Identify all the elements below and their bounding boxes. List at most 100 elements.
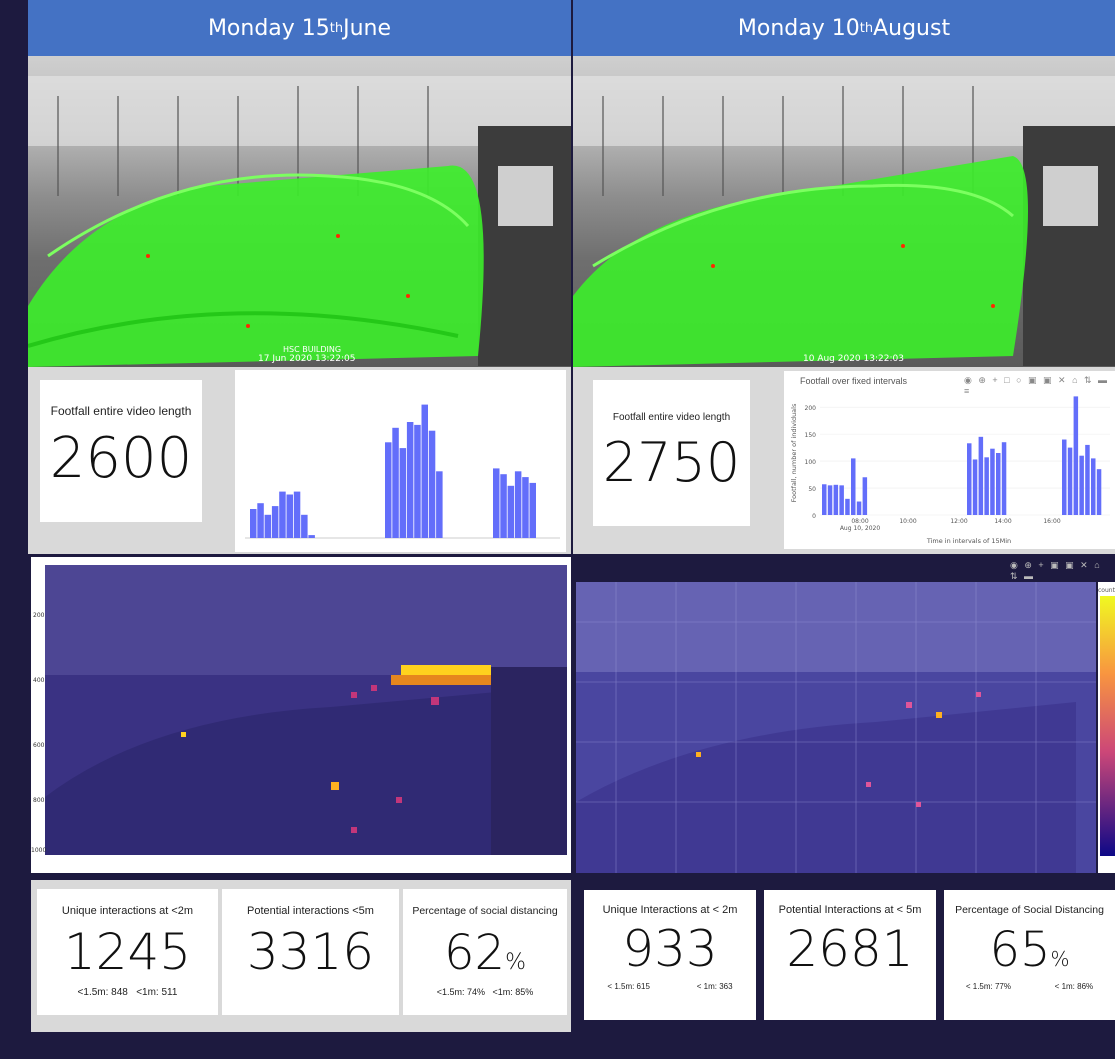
bar-left <box>279 491 286 538</box>
svg-text:600: 600 <box>33 742 45 749</box>
bar-left <box>286 494 293 538</box>
ytick: 150 <box>805 432 817 439</box>
ytick: 50 <box>808 486 816 493</box>
metric-label: Percentage of Social Distancing <box>955 904 1104 916</box>
metric-value: 3316 <box>246 923 375 981</box>
bar-left <box>493 468 500 538</box>
bar-right <box>833 484 839 515</box>
bar-right <box>862 477 868 515</box>
xtick: 12:00 <box>950 518 967 525</box>
bar-right <box>1085 444 1090 515</box>
heatmap-toolbar[interactable]: ◉ ⊕ + ▣ ▣ ✕ ⌂ ⇅ ▬ <box>1010 560 1102 581</box>
camera-trajectories-left: 17 Jun 2020 13:22:05 HSC BUILDING <box>28 56 571 367</box>
bar-right <box>996 453 1001 515</box>
ytick: 200 <box>805 405 817 412</box>
metric-card-unique-left: Unique interactions at <2m 1245 <1.5m: 8… <box>37 889 218 1015</box>
bar-right <box>856 501 862 515</box>
bar-right <box>1091 458 1096 515</box>
metric-value: 933 <box>622 920 718 978</box>
x-axis-label: Time in intervals of 15Min <box>926 537 1011 545</box>
metric-card-potential-right: Potential Interactions at < 5m 2681 <box>764 890 936 1020</box>
bar-left <box>392 427 399 538</box>
bar-right <box>822 484 827 515</box>
footfall-label-right: Footfall entire video length <box>612 412 731 423</box>
metric-card-unique-right: Unique Interactions at < 2m 933 < 1.5m: … <box>584 890 756 1020</box>
bar-right <box>1079 455 1084 515</box>
header-left-suffix: th <box>329 20 344 36</box>
bar-left <box>436 471 443 538</box>
bar-right <box>845 498 850 515</box>
bar-left <box>421 404 428 538</box>
bar-left <box>257 503 264 538</box>
metric-label: Unique Interactions at < 2m <box>602 904 738 916</box>
metric-card-percentage-left: Percentage of social distancing 62% <1.5… <box>403 889 567 1015</box>
bar-left <box>293 491 301 538</box>
metric-value: 65 <box>989 922 1051 978</box>
bar-right <box>839 485 844 515</box>
footfall-chart-left <box>235 370 566 552</box>
metric-label: Unique interactions at <2m <box>61 905 194 917</box>
bar-left <box>406 422 414 538</box>
colorbar-label: count <box>1098 587 1115 594</box>
bar-left <box>308 535 315 538</box>
cam-left-caption: HSC BUILDING <box>283 345 341 354</box>
header-right-day: Monday 10 <box>737 15 860 41</box>
svg-text:400: 400 <box>33 677 45 684</box>
heatmap-right: count <box>576 582 1115 873</box>
xtick: 08:00 <box>851 518 868 525</box>
metric-sub: <1.5m: 74% <1m: 85% <box>436 987 534 997</box>
bar-right <box>851 458 856 515</box>
xtick: 16:00 <box>1043 518 1060 525</box>
metric-card-percentage-right: Percentage of Social Distancing 65% < 1.… <box>944 890 1115 1020</box>
bar-left <box>514 471 522 538</box>
ytick: 100 <box>805 459 817 466</box>
bar-right <box>1067 447 1073 515</box>
footfall-bars-right: 200 150 100 50 0 08:00 10:00 12:00 14:00 16:00 Aug… <box>790 396 1110 545</box>
footfall-value-right: 2750 <box>602 431 741 494</box>
xtick: 10:00 <box>899 518 916 525</box>
bar-left <box>529 482 536 538</box>
bar-left <box>399 448 407 538</box>
metric-value: 1245 <box>63 923 192 981</box>
metric-sub: < 1m: 363 <box>696 982 733 991</box>
bar-right <box>1001 442 1007 515</box>
header-left-day: Monday 15 <box>207 15 330 41</box>
bar-left <box>385 442 392 538</box>
metric-label: Potential interactions <5m <box>247 905 374 917</box>
bar-left <box>414 424 421 538</box>
header-right-suffix: th <box>859 20 874 36</box>
footfall-bars-left <box>245 404 560 539</box>
bar-right <box>827 485 833 515</box>
svg-text:1000: 1000 <box>31 847 46 854</box>
bar-left <box>500 474 507 538</box>
metric-label: Percentage of social distancing <box>412 905 558 917</box>
header-left-month: June <box>343 15 392 41</box>
svg-text:800: 800 <box>33 797 45 804</box>
bar-right <box>972 459 978 515</box>
bar-left <box>264 514 272 538</box>
metric-label: Potential Interactions at < 5m <box>778 904 922 916</box>
bar-left <box>522 477 529 538</box>
bar-right <box>967 443 972 515</box>
chart-toolbar[interactable]: ◉ ⊕ + □ ○ ▣ ▣ ✕ ⌂ ⇅ ▬ ≡ <box>964 375 1110 396</box>
bar-right <box>1073 396 1079 515</box>
xtick-sub: Aug 10, 2020 <box>840 525 881 532</box>
xtick: 14:00 <box>994 518 1011 525</box>
bar-left <box>250 509 257 538</box>
y-axis-label: Footfall, number of individuals <box>790 403 798 502</box>
metric-sub: < 1m: 86% <box>1054 982 1094 991</box>
metric-unit: % <box>1050 947 1070 971</box>
chart-right-title: Footfall over fixed intervals <box>800 376 908 386</box>
metric-sub: < 1.5m: 615 <box>607 982 650 991</box>
cam-right-timestamp: 10 Aug 2020 13:22:03 <box>803 354 904 364</box>
bar-left <box>428 430 436 538</box>
bar-left <box>271 506 279 538</box>
bar-left <box>301 514 308 538</box>
metric-value: 62 <box>444 925 506 981</box>
bar-right <box>990 448 995 515</box>
footfall-card-left: Footfall entire video length 2600 <box>40 380 202 522</box>
footfall-card-right: Footfall entire video length 2750 <box>593 380 750 526</box>
heatmap-left: 200 400 600 800 1000 <box>31 557 571 873</box>
